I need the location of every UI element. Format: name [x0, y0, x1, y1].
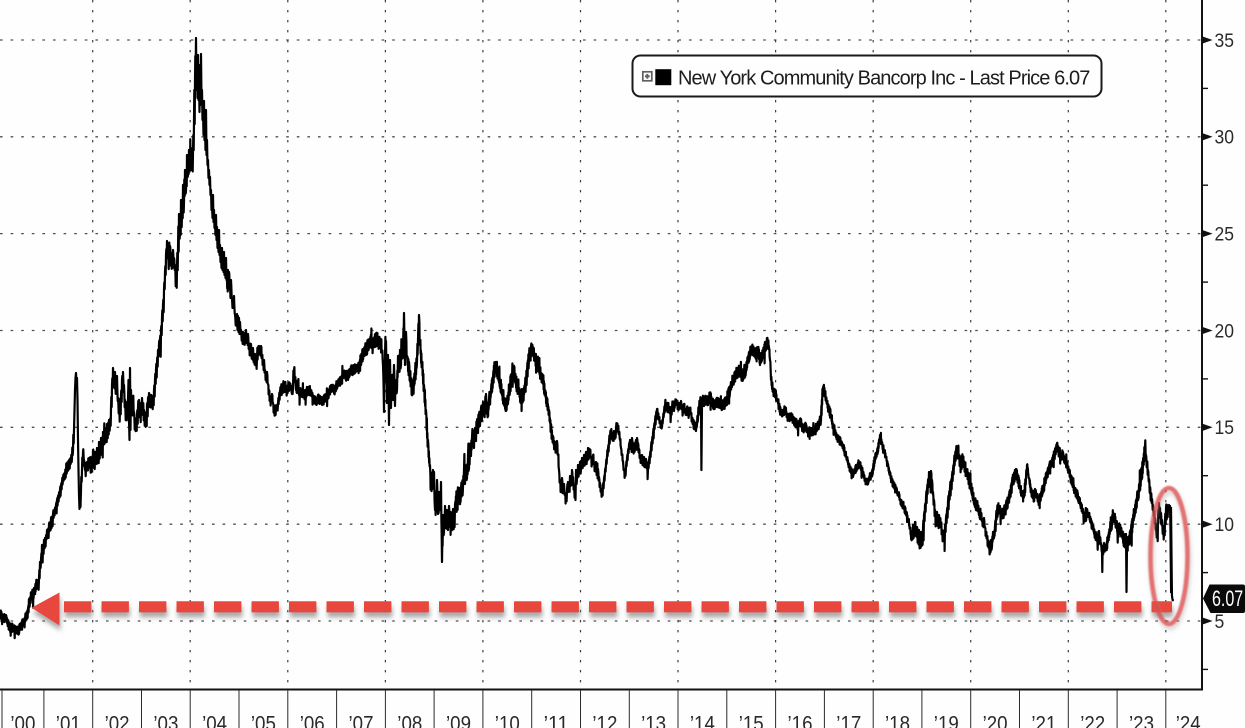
svg-text:35: 35 — [1215, 30, 1235, 52]
svg-text:’14: ’14 — [690, 713, 715, 728]
svg-text:’06: ’06 — [300, 713, 325, 728]
svg-text:’18: ’18 — [885, 713, 910, 728]
svg-text:15: 15 — [1215, 417, 1235, 439]
svg-text:’01: ’01 — [56, 713, 81, 728]
svg-text:20: 20 — [1215, 320, 1235, 342]
svg-text:’19: ’19 — [934, 713, 959, 728]
svg-text:25: 25 — [1215, 224, 1235, 246]
svg-text:’05: ’05 — [251, 713, 276, 728]
svg-text:’12: ’12 — [592, 713, 617, 728]
svg-text:’11: ’11 — [544, 713, 569, 728]
svg-text:’03: ’03 — [153, 713, 178, 728]
svg-text:’08: ’08 — [397, 713, 422, 728]
svg-text:’04: ’04 — [202, 713, 227, 728]
svg-text:’17: ’17 — [836, 713, 861, 728]
svg-text:10: 10 — [1215, 514, 1235, 536]
svg-text:’02: ’02 — [105, 713, 130, 728]
svg-text:’15: ’15 — [739, 713, 764, 728]
svg-text:6.07: 6.07 — [1212, 588, 1243, 612]
svg-text:’07: ’07 — [349, 713, 374, 728]
svg-text:’09: ’09 — [446, 713, 471, 728]
svg-text:’23: ’23 — [1129, 713, 1154, 728]
svg-text:New York Community Bancorp Inc: New York Community Bancorp Inc - Last Pr… — [678, 68, 1090, 90]
svg-text:’21: ’21 — [1031, 713, 1056, 728]
svg-text:’22: ’22 — [1080, 713, 1105, 728]
svg-text:5: 5 — [1215, 611, 1225, 633]
svg-text:’00: ’00 — [10, 713, 35, 728]
svg-text:’20: ’20 — [983, 713, 1008, 728]
svg-text:’16: ’16 — [788, 713, 813, 728]
svg-text:’24: ’24 — [1176, 713, 1201, 728]
svg-text:30: 30 — [1215, 127, 1235, 149]
svg-text:’10: ’10 — [495, 713, 520, 728]
svg-text:’13: ’13 — [641, 713, 666, 728]
